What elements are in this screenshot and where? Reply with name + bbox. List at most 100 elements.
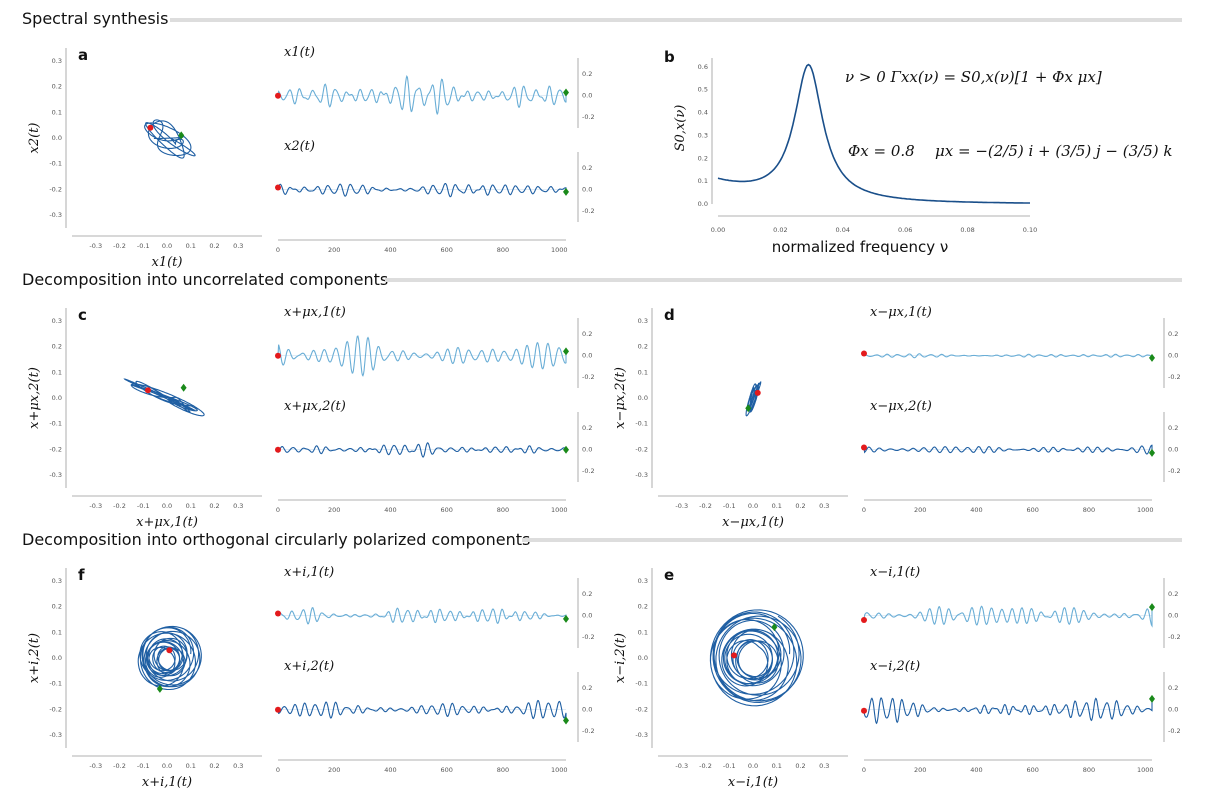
end-point-marker — [745, 404, 752, 413]
end-point-marker — [1149, 353, 1155, 362]
y-tick-label: 0.0 — [698, 200, 708, 208]
y-tick-label: -0.2 — [1168, 633, 1181, 641]
end-point-marker — [563, 88, 569, 97]
section-titles: Spectral synthesis Decomposition into un… — [22, 9, 530, 549]
series-line — [863, 697, 1153, 725]
y-tick-label: 0.0 — [582, 352, 592, 360]
phase-plot-c: 0.3 0.2 0.1 0.0 -0.1 -0.2 -0.3 -0.3 -0.2 -0.1 0.0 0… — [27, 308, 262, 530]
y-tick-label: 0.2 — [638, 603, 648, 611]
y-tick-label: -0.2 — [582, 467, 595, 475]
timeseries-plot-a-ts: 0 200 400 600 800 1000 0.2 0.0 -0.2 x1(t) 0.2 0.0 -0… — [275, 45, 595, 254]
x-tick-label: 0.3 — [819, 502, 829, 510]
end-point-marker — [563, 445, 569, 454]
y-tick-label: -0.2 — [49, 185, 62, 193]
start-point-marker — [145, 387, 151, 394]
y-tick-label: -0.2 — [635, 445, 648, 453]
y-tick-label: 0.0 — [1168, 612, 1178, 620]
x-tick-label: -0.2 — [113, 762, 126, 770]
x-tick-label: 0.2 — [209, 242, 219, 250]
end-point-marker — [180, 383, 187, 392]
y-tick-label: 0.0 — [582, 92, 592, 100]
y-tick-label: 0.2 — [1168, 330, 1178, 338]
y-tick-label: 0.0 — [1168, 706, 1178, 714]
y-tick-label: -0.3 — [49, 211, 62, 219]
x-tick-label: 0.2 — [795, 762, 805, 770]
y-tick-label: 0.0 — [638, 394, 648, 402]
series-label: x−i,2(t) — [870, 659, 920, 674]
x-tick-label: 0.00 — [711, 226, 725, 234]
y-tick-label: -0.1 — [49, 680, 62, 688]
x-tick-label: 200 — [328, 246, 340, 254]
y-tick-label: 0.2 — [582, 424, 592, 432]
x-tick-label: 0.0 — [162, 242, 172, 250]
x-tick-label: 400 — [384, 246, 396, 254]
x-tick-label: 0.1 — [772, 502, 782, 510]
y-tick-label: 0.2 — [52, 83, 62, 91]
x-tick-label: 600 — [1027, 506, 1039, 514]
panel-label-f: f — [78, 566, 85, 584]
x-tick-label: 0.0 — [162, 502, 172, 510]
section-title-uncorrelated: Decomposition into uncorrelated componen… — [22, 270, 388, 289]
phase-plot-d: 0.3 0.2 0.1 0.0 -0.1 -0.2 -0.3 -0.3 -0.2 -0.1 0.0 0… — [613, 308, 848, 530]
x-tick-label: -0.1 — [137, 502, 150, 510]
x-tick-label: 0.1 — [186, 502, 196, 510]
y-tick-label: 0.1 — [698, 177, 708, 185]
x-tick-label: 400 — [970, 506, 982, 514]
section-title-circular: Decomposition into orthogonal circularly… — [22, 530, 530, 549]
panel-label-d: d — [664, 306, 675, 324]
equation-mu: μx = −(2/5) i + (3/5) j − (3/5) k — [935, 142, 1172, 160]
series-line — [863, 353, 1153, 359]
end-point-marker — [563, 716, 569, 725]
y-tick-label: -0.2 — [49, 445, 62, 453]
equation-phi: Φx = 0.8 — [848, 142, 915, 160]
x-tick-label: -0.2 — [699, 762, 712, 770]
x-tick-label: 0.1 — [186, 242, 196, 250]
start-point-marker — [166, 647, 173, 654]
x-tick-label: 0.1 — [186, 762, 196, 770]
y-tick-label: 0.3 — [698, 131, 708, 139]
y-tick-label: 0.2 — [1168, 684, 1178, 692]
equation-gamma: ν > 0 Γxx(ν) = S0,x(ν)[1 + Φx μx] — [845, 68, 1102, 86]
start-point-marker — [861, 707, 867, 714]
x-tick-label: 0.3 — [233, 242, 243, 250]
y-tick-label: 0.1 — [638, 628, 648, 636]
y-tick-label: 0.0 — [52, 654, 62, 662]
panel-label-a: a — [78, 46, 88, 64]
start-point-marker — [275, 446, 281, 453]
series-line — [277, 699, 567, 721]
y-tick-label: -0.1 — [49, 160, 62, 168]
y-axis-label: x−μx,2(t) — [613, 367, 628, 429]
y-tick-label: 0.3 — [52, 57, 62, 65]
y-axis-label: x+μx,2(t) — [27, 367, 42, 429]
y-tick-label: 0.0 — [582, 706, 592, 714]
spectrum-plot-b: 0.6 0.5 0.4 0.3 0.2 0.1 0.0 0.00 0.02 0.04 0.06 0.0… — [673, 58, 1037, 256]
x-tick-label: -0.3 — [89, 502, 102, 510]
x-tick-label: 200 — [328, 506, 340, 514]
y-tick-label: 0.0 — [1168, 446, 1178, 454]
series-label: x−μx,2(t) — [870, 399, 932, 414]
x-axis-label: x−μx,1(t) — [722, 515, 784, 530]
y-tick-label: -0.2 — [582, 633, 595, 641]
start-point-marker — [275, 184, 281, 191]
y-tick-label: 0.2 — [582, 164, 592, 172]
x-tick-label: 600 — [441, 506, 453, 514]
end-point-marker — [178, 131, 185, 140]
y-tick-label: 0.5 — [698, 86, 708, 94]
series-label: x+μx,1(t) — [284, 305, 346, 320]
panel-label-b: b — [664, 48, 675, 66]
phase-plot-e: 0.3 0.2 0.1 0.0 -0.1 -0.2 -0.3 -0.3 -0.2 -0.1 0.0 0… — [613, 568, 848, 790]
x-tick-label: 0.08 — [960, 226, 974, 234]
x-tick-label: 400 — [970, 766, 982, 774]
start-point-marker — [275, 352, 281, 359]
section-title-spectral: Spectral synthesis — [22, 9, 168, 28]
trajectory-line — [709, 609, 804, 707]
phase-plot-a: 0.3 0.2 0.1 0.0 -0.1 -0.2 -0.3 -0.3 -0.2 -0.1 0.0 0… — [27, 48, 262, 270]
x-tick-label: 0.0 — [748, 502, 758, 510]
y-axis-label: x2(t) — [27, 123, 42, 154]
x-tick-label: 0.10 — [1023, 226, 1037, 234]
x-tick-label: -0.1 — [723, 502, 736, 510]
end-point-marker — [563, 614, 569, 623]
series-line — [277, 75, 567, 116]
end-point-marker — [1149, 694, 1155, 703]
y-tick-label: 0.2 — [52, 343, 62, 351]
